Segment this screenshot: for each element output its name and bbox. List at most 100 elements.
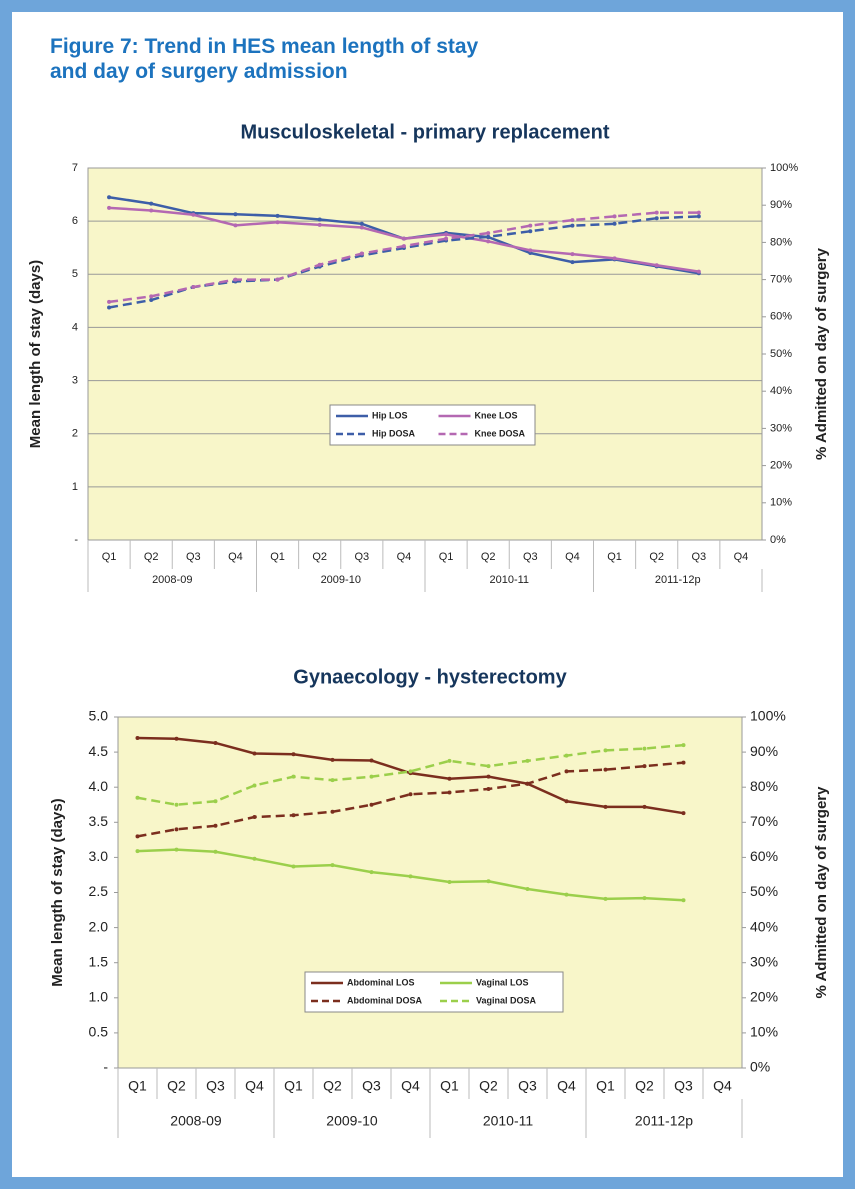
y-tick-label: 2.5: [89, 883, 109, 899]
y2-tick-label: 40%: [750, 918, 778, 934]
point-marker: [252, 856, 257, 861]
x-tick-label: Q1: [439, 551, 454, 563]
point-marker: [369, 870, 374, 875]
y-tick-label: 4: [72, 321, 78, 333]
point-marker: [447, 790, 452, 795]
point-marker: [252, 751, 257, 756]
y-tick-label: 2.0: [89, 918, 109, 934]
point-marker: [696, 214, 701, 219]
point-marker: [603, 896, 608, 901]
y-tick-label: 5.0: [89, 708, 109, 724]
point-marker: [603, 804, 608, 809]
legend-box: [329, 404, 536, 446]
point-marker: [525, 886, 530, 891]
x-tick-label: Q2: [167, 1078, 186, 1094]
point-marker: [696, 210, 701, 215]
point-marker: [612, 256, 617, 261]
point-marker: [291, 752, 296, 757]
point-marker: [149, 294, 154, 299]
point-marker: [528, 223, 533, 228]
point-marker: [275, 220, 280, 225]
y-tick-label: 1.0: [89, 989, 109, 1005]
point-marker: [317, 217, 322, 222]
x-tick-label: Q2: [481, 551, 496, 563]
x-tick-label: Q4: [401, 1078, 420, 1094]
y2-tick-label: 10%: [770, 497, 792, 509]
point-marker: [317, 262, 322, 267]
point-marker: [191, 212, 196, 217]
x-tick-label: Q3: [206, 1078, 225, 1094]
point-marker: [654, 210, 659, 215]
point-marker: [330, 778, 335, 783]
point-marker: [401, 236, 406, 241]
y-tick-label: 1.5: [89, 953, 109, 969]
point-marker: [174, 736, 179, 741]
y2-tick-label: 50%: [770, 348, 792, 360]
y-tick-label: 3: [72, 374, 78, 386]
point-marker: [486, 774, 491, 779]
legend-label: Abdominal DOSA: [347, 995, 423, 1005]
point-marker: [642, 746, 647, 751]
chart-title: Gynaecology - hysterectomy: [293, 666, 567, 688]
legend-box: [304, 971, 564, 1013]
y2-tick-label: 60%: [750, 848, 778, 864]
point-marker: [408, 874, 413, 879]
point-marker: [213, 823, 218, 828]
point-marker: [564, 892, 569, 897]
point-marker: [525, 781, 530, 786]
point-marker: [444, 236, 449, 241]
point-marker: [252, 815, 257, 820]
legend-label: Knee DOSA: [475, 428, 526, 438]
point-marker: [447, 879, 452, 884]
point-marker: [291, 774, 296, 779]
point-marker: [233, 212, 238, 217]
y2-tick-label: 70%: [770, 274, 792, 286]
point-marker: [233, 277, 238, 282]
y2-tick-label: 50%: [750, 883, 778, 899]
legend-label: Vaginal DOSA: [476, 995, 537, 1005]
point-marker: [408, 792, 413, 797]
point-marker: [681, 743, 686, 748]
series-line: [137, 761, 684, 838]
y-tick-label: 0.5: [89, 1024, 109, 1040]
point-marker: [528, 248, 533, 253]
x-tick-label: Q4: [565, 551, 580, 563]
point-marker: [525, 758, 530, 763]
point-marker: [486, 239, 491, 244]
x-tick-label: Q3: [354, 551, 369, 563]
point-marker: [291, 864, 296, 869]
point-marker: [233, 223, 238, 228]
point-marker: [528, 229, 533, 234]
point-marker: [135, 795, 140, 800]
point-marker: [642, 896, 647, 901]
x-tick-label: Q3: [186, 551, 201, 563]
figure-title: Figure 7: Trend in HES mean length of st…: [50, 35, 479, 83]
y2-tick-label: 100%: [750, 708, 786, 724]
y2-tick-label: 40%: [770, 385, 792, 397]
y2-tick-label: 0%: [750, 1059, 770, 1075]
x-tick-label: Q1: [270, 551, 285, 563]
plot-area: [117, 716, 743, 1069]
point-marker: [135, 849, 140, 854]
x-tick-label: Q1: [128, 1078, 147, 1094]
x-tick-label: Q4: [228, 551, 243, 563]
point-marker: [107, 195, 112, 200]
y-tick-label: 4.0: [89, 778, 109, 794]
point-marker: [369, 774, 374, 779]
point-marker: [135, 736, 140, 741]
x-tick-label: Q1: [284, 1078, 303, 1094]
point-marker: [486, 786, 491, 791]
series-line: [137, 743, 684, 807]
point-marker: [107, 305, 112, 310]
y-tick-label: 1: [72, 481, 78, 493]
x-group-label: 2009-10: [321, 574, 361, 586]
x-group-label: 2011-12p: [655, 574, 701, 586]
point-marker: [447, 776, 452, 781]
point-marker: [408, 769, 413, 774]
x-group-label: 2008-09: [170, 1113, 222, 1129]
x-tick-label: Q2: [479, 1078, 498, 1094]
point-marker: [213, 799, 218, 804]
legend-label: Abdominal LOS: [347, 977, 415, 987]
